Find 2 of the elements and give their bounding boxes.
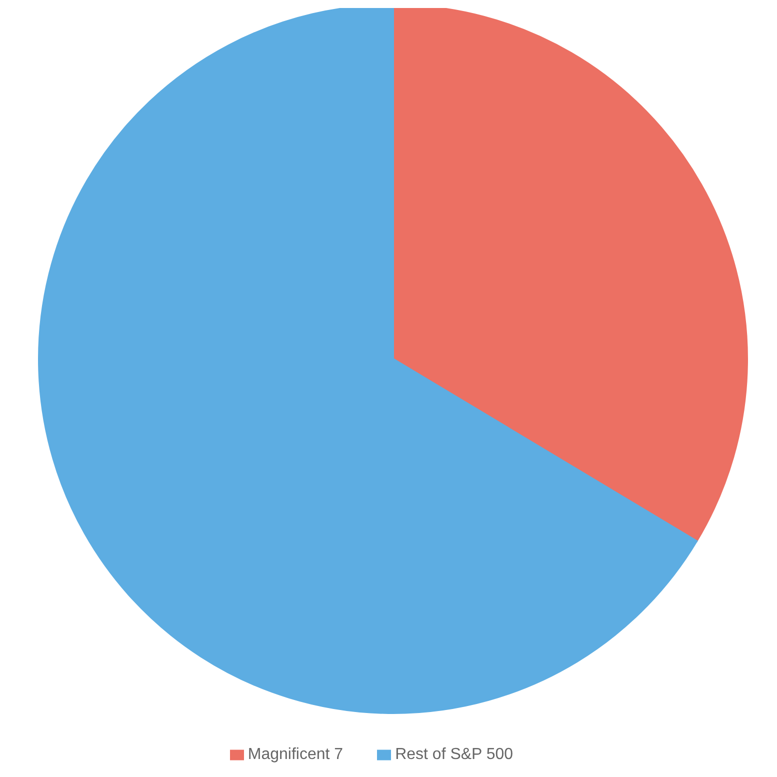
legend-label: Rest of S&P 500 [395, 746, 514, 763]
legend-label: Magnificent 7 [248, 746, 344, 763]
